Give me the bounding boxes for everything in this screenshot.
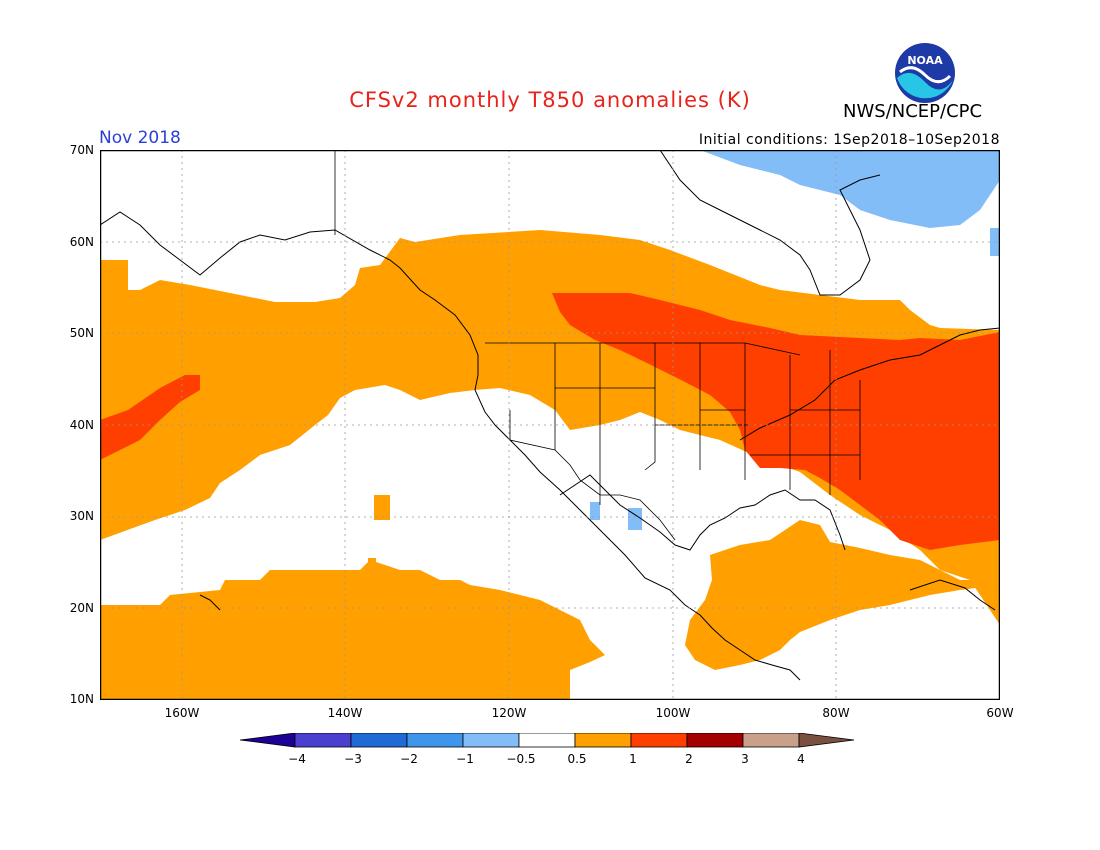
warm-speck-tropical <box>368 558 376 568</box>
colorbar-label: 4 <box>797 752 805 766</box>
warm-region-central-america <box>685 520 1000 670</box>
colorbar-label: −3 <box>344 752 362 766</box>
colorbar-label: 3 <box>741 752 749 766</box>
colorbar-swatch <box>630 733 688 748</box>
lon-label-120w: 120W <box>491 706 527 720</box>
lat-label-40: 40N <box>69 418 94 432</box>
colorbar-swatch <box>574 733 632 748</box>
political-borders <box>334 150 861 541</box>
coastlines <box>100 150 1000 681</box>
anomaly-map <box>100 150 1000 700</box>
colorbar-label: 0.5 <box>567 752 587 766</box>
colorbar-swatch <box>518 733 576 748</box>
warm-region-north <box>100 230 1000 625</box>
lat-label-20: 20N <box>69 601 94 615</box>
lat-label-70: 70N <box>69 143 94 157</box>
colorbar-swatch <box>350 733 408 748</box>
lat-label-30: 30N <box>69 509 94 523</box>
lat-label-50: 50N <box>69 326 94 340</box>
colorbar-label: −0.5 <box>506 752 536 766</box>
colorbar-arrow-low <box>240 733 296 748</box>
colorbar-swatches <box>240 733 855 748</box>
colorbar-label: 2 <box>685 752 693 766</box>
lon-label-60w: 60W <box>986 706 1014 720</box>
warm-hot-pacific-band <box>100 375 200 460</box>
agency-label: NWS/NCEP/CPC <box>843 101 983 122</box>
lon-label-160w: 160W <box>164 706 200 720</box>
chart-title: CFSv2 monthly T850 anomalies (K) <box>349 88 751 112</box>
noaa-logo: NOAA <box>895 43 955 103</box>
logo-text: NOAA <box>907 54 943 67</box>
cool-region-northeast-canada <box>700 150 1000 228</box>
warm-speck-pacific <box>374 495 390 520</box>
warm-region-tropical-pacific <box>100 560 605 700</box>
lon-label-100w: 100W <box>655 706 691 720</box>
colorbar-arrow-high <box>798 733 855 748</box>
colorbar <box>240 733 855 748</box>
colorbar-label: 1 <box>629 752 637 766</box>
graticule <box>100 150 1000 700</box>
forecast-month: Nov 2018 <box>99 128 181 148</box>
lon-label-80w: 80W <box>822 706 850 720</box>
cool-speck-southwest-1 <box>590 502 600 520</box>
colorbar-label: −4 <box>288 752 306 766</box>
colorbar-swatch <box>294 733 352 748</box>
initial-conditions: Initial conditions: 1Sep2018–10Sep2018 <box>698 132 1000 148</box>
lat-label-10: 10N <box>69 692 94 706</box>
cool-speck-southwest-2 <box>628 508 642 530</box>
colorbar-label: −2 <box>400 752 418 766</box>
lat-label-60: 60N <box>69 235 94 249</box>
colorbar-swatch <box>462 733 520 748</box>
colorbar-swatch <box>406 733 464 748</box>
lon-label-140w: 140W <box>327 706 363 720</box>
colorbar-label: −1 <box>456 752 474 766</box>
colorbar-swatch <box>686 733 744 748</box>
colorbar-swatch <box>742 733 800 748</box>
